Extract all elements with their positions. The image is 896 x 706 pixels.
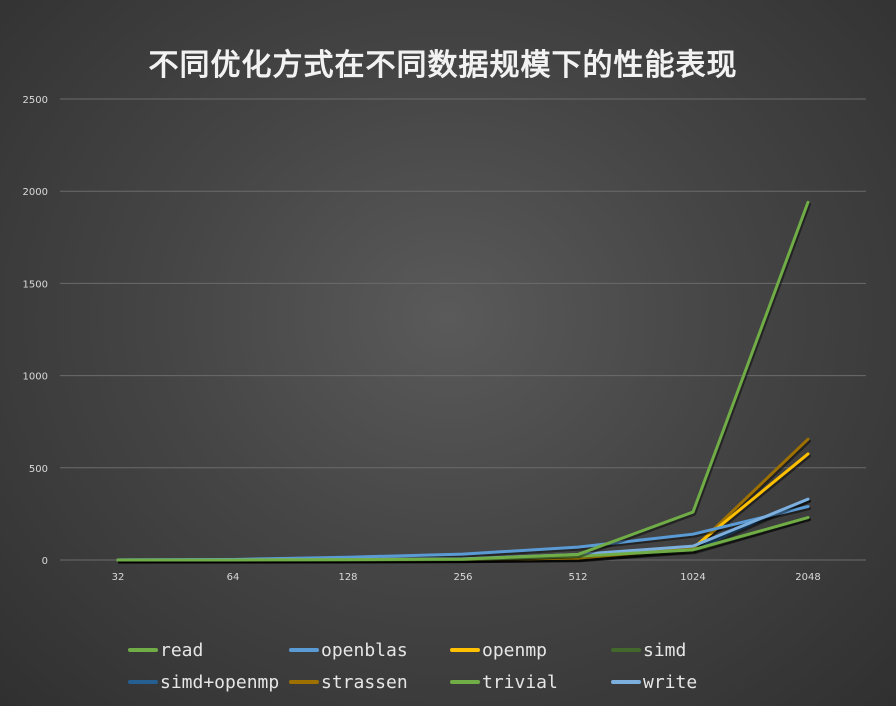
- x-tick-label: 1024: [680, 572, 705, 583]
- legend-swatch: [128, 680, 158, 684]
- legend-label: write: [643, 671, 698, 693]
- series-lines: [116, 200, 811, 564]
- x-axis-ticks: 32 64 128 256 512 1024 2048: [112, 572, 821, 583]
- y-tick-label: 1000: [23, 372, 48, 383]
- x-tick-label: 256: [453, 572, 472, 583]
- x-tick-label: 64: [227, 572, 240, 583]
- series-line-read: [116, 200, 810, 562]
- legend-item-simd: simd: [611, 638, 772, 662]
- legend-item-strassen: strassen: [289, 670, 450, 694]
- y-tick-label: 2500: [23, 95, 48, 106]
- x-tick-label: 32: [112, 572, 125, 583]
- x-tick-label: 2048: [795, 572, 820, 583]
- legend-swatch: [128, 648, 158, 652]
- line-chart: 0 500 1000 1500 2000 2500 32 64 128 256 512 1024 20…: [23, 95, 866, 583]
- legend-item-simd+openmp: simd+openmp: [128, 670, 289, 694]
- x-tick-label: 512: [568, 572, 587, 583]
- legend: read openblas openmp simd simd+openmp strasse…: [128, 638, 828, 694]
- gridlines: [60, 98, 866, 561]
- chart-title: 不同优化方式在不同数据规模下的性能表现: [148, 48, 738, 83]
- legend-label: openmp: [482, 639, 548, 661]
- series-shadow-trivial: [118, 518, 811, 564]
- legend-item-read: read: [128, 638, 289, 662]
- legend-label: trivial: [482, 671, 558, 693]
- legend-label: simd+openmp: [160, 671, 280, 693]
- legend-swatch: [611, 648, 641, 652]
- y-axis-ticks: 0 500 1000 1500 2000 2500: [23, 95, 48, 567]
- series-shadow-read: [118, 202, 811, 564]
- legend-swatch: [450, 680, 480, 684]
- legend-label: openblas: [321, 639, 408, 661]
- legend-item-trivial: trivial: [450, 670, 611, 694]
- y-tick-label: 2000: [23, 187, 48, 198]
- y-tick-label: 500: [29, 464, 48, 475]
- legend-item-openmp: openmp: [450, 638, 611, 662]
- legend-swatch: [611, 680, 641, 684]
- legend-swatch: [289, 680, 319, 684]
- legend-swatch: [289, 648, 319, 652]
- legend-label: strassen: [321, 671, 408, 693]
- series-shadow-simd: [118, 518, 811, 564]
- legend-item-write: write: [611, 670, 772, 694]
- legend-label: simd: [643, 639, 687, 661]
- legend-swatch: [450, 648, 480, 652]
- y-tick-label: 1500: [23, 279, 48, 290]
- legend-item-openblas: openblas: [289, 638, 450, 662]
- y-tick-label: 0: [42, 556, 48, 567]
- x-tick-label: 128: [338, 572, 357, 583]
- legend-label: read: [160, 639, 204, 661]
